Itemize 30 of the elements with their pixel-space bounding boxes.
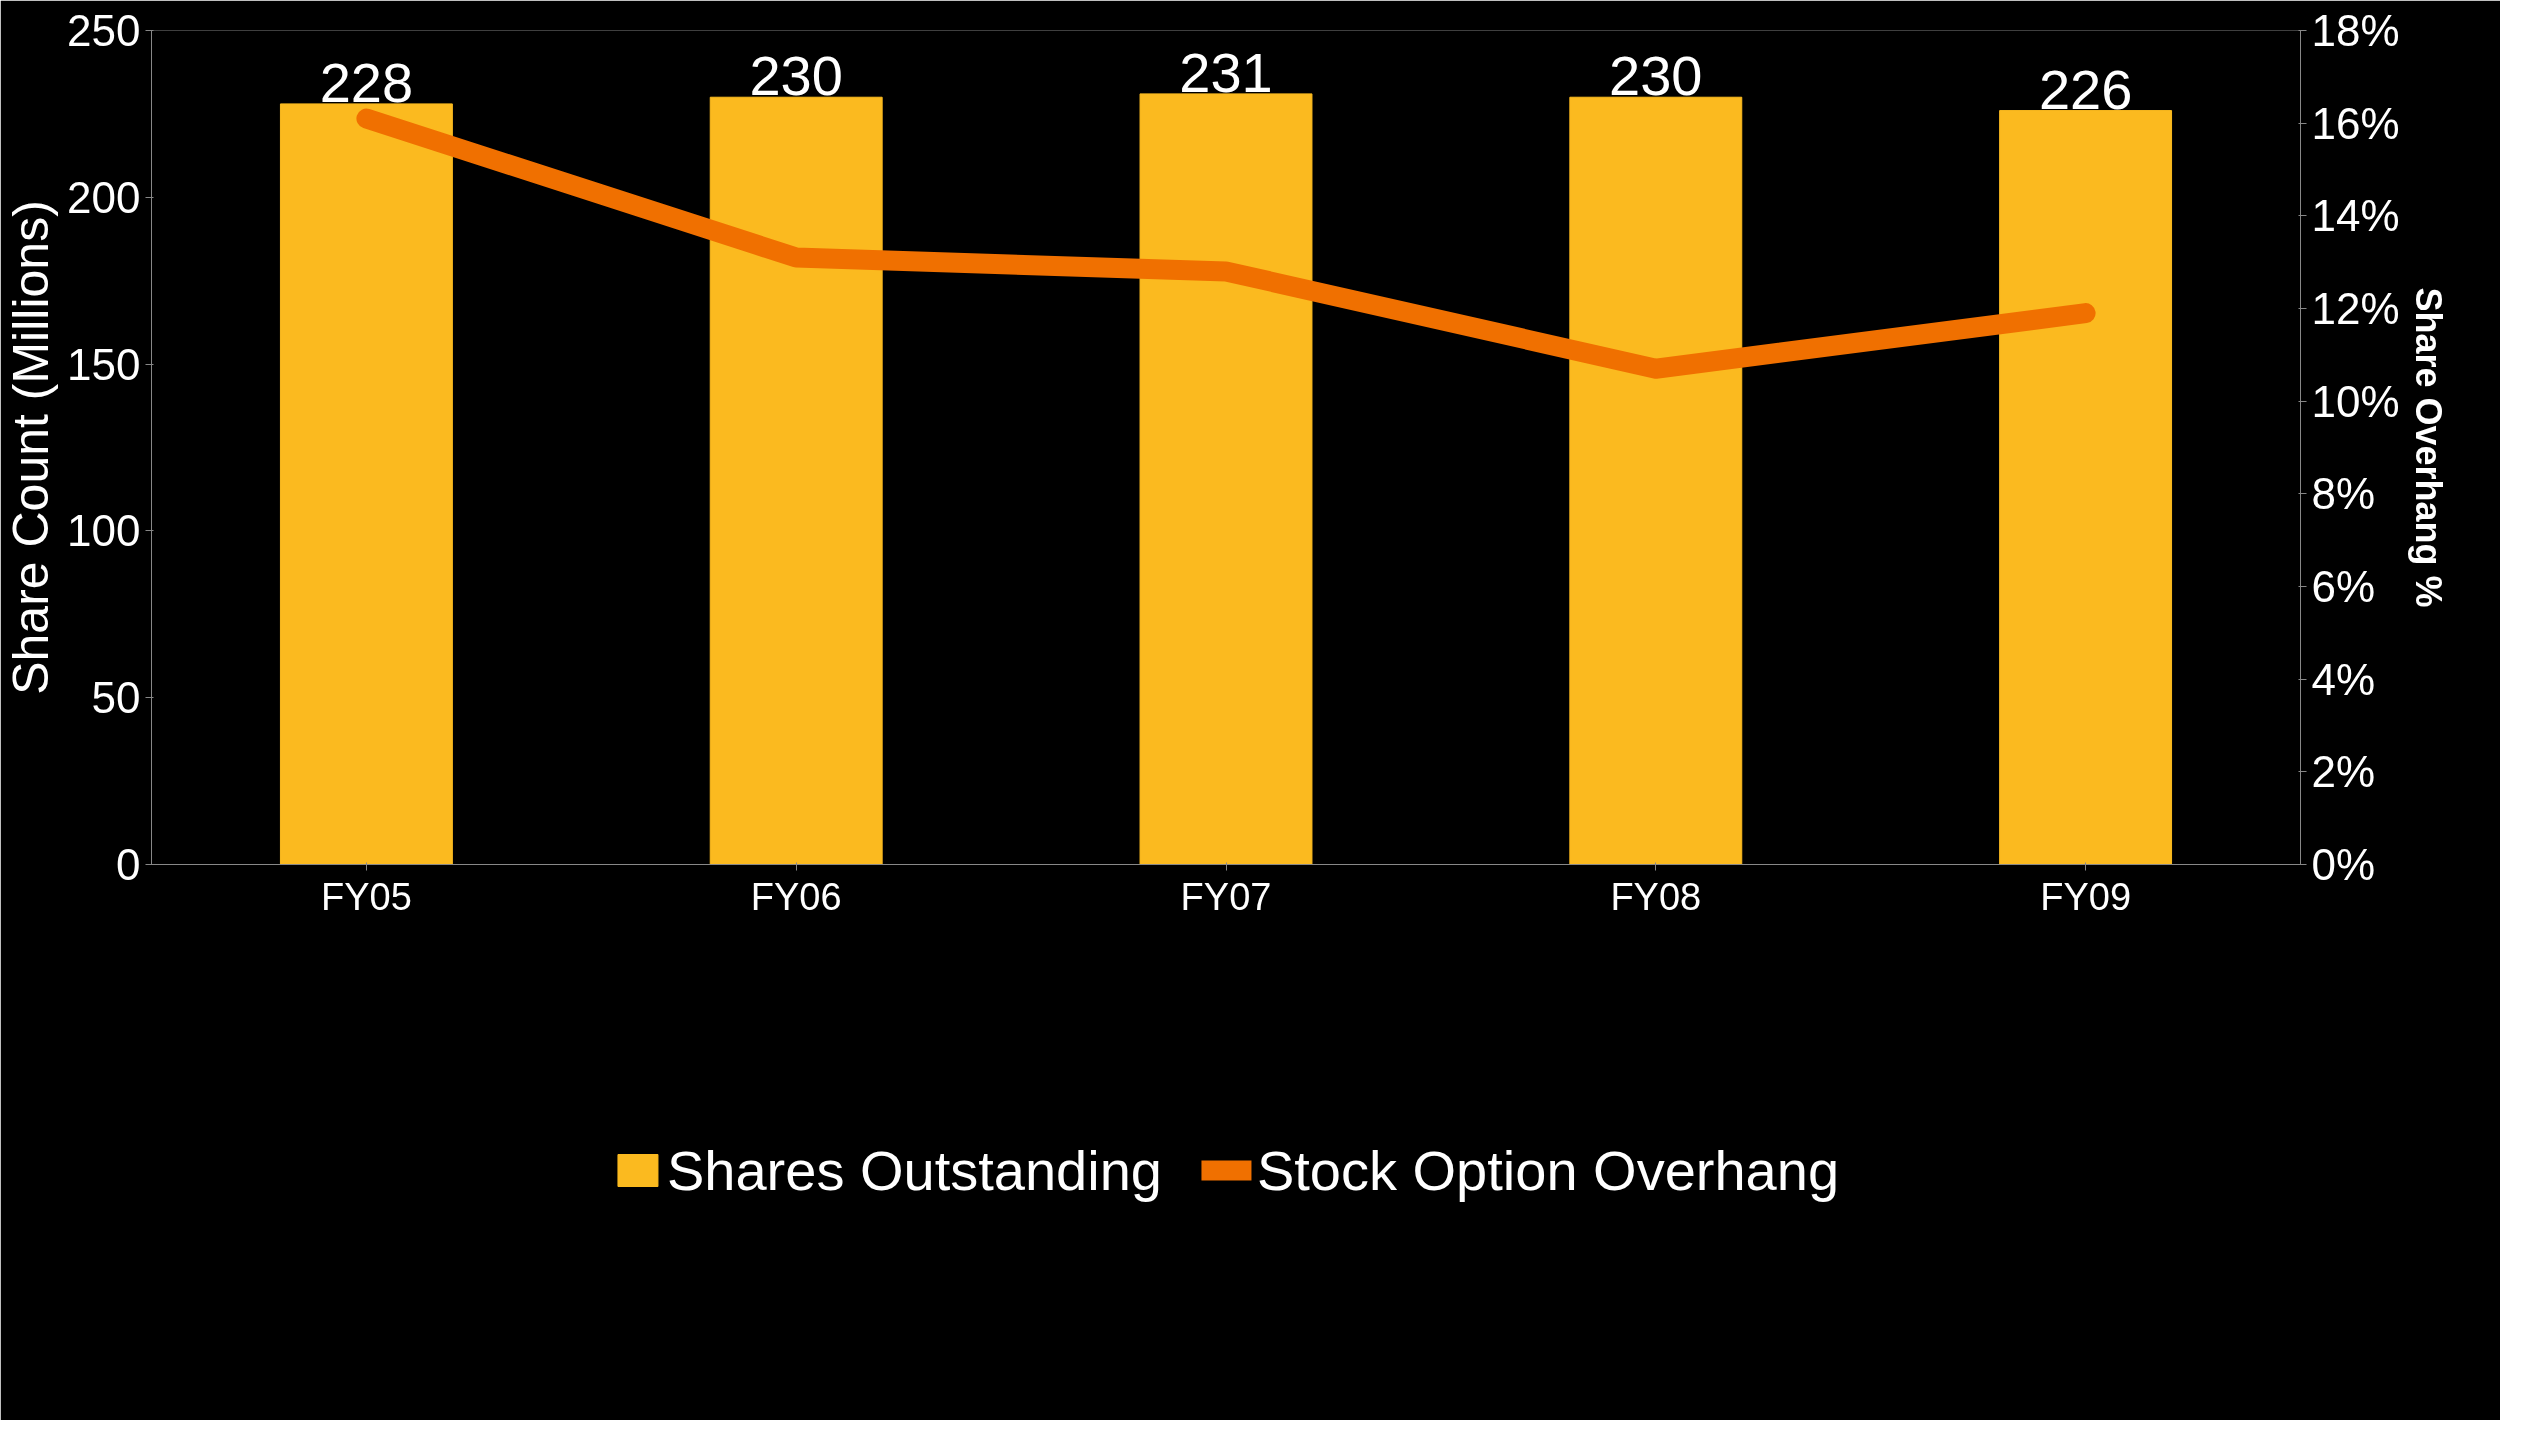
y2-tick-label: 14% bbox=[2311, 191, 2400, 241]
y2-tick-label: 4% bbox=[2311, 654, 2376, 704]
x-tick-label: FY07 bbox=[1180, 875, 1272, 918]
y2-tick-label: 16% bbox=[2311, 98, 2400, 148]
x-tick-label: FY06 bbox=[750, 875, 842, 918]
y-tick-label: 150 bbox=[67, 339, 141, 389]
y2-tick-label: 2% bbox=[2311, 747, 2376, 797]
data-label: 228 bbox=[319, 50, 414, 114]
x-tick-label: FY05 bbox=[320, 875, 412, 918]
y2-axis-title: Share Overhang % bbox=[2407, 287, 2449, 608]
legend-label: Shares Outstanding bbox=[666, 1137, 1162, 1203]
data-label: 231 bbox=[1179, 40, 1273, 104]
y-axis-title: Share Count (Millions) bbox=[3, 200, 60, 695]
y2-tick-label: 6% bbox=[2311, 562, 2376, 611]
y-tick-label: 100 bbox=[67, 506, 141, 556]
y-tick-label: 250 bbox=[67, 6, 141, 55]
y-tick-label: 0 bbox=[116, 840, 141, 889]
y2-tick-label: 12% bbox=[2311, 284, 2400, 333]
data-label: 230 bbox=[1609, 44, 1703, 108]
legend-label: Stock Option Overhang bbox=[1256, 1137, 1840, 1203]
y-tick-label: 50 bbox=[91, 673, 141, 723]
y2-tick-label: 18% bbox=[2311, 6, 2400, 55]
data-label: 230 bbox=[749, 44, 843, 108]
data-label: 226 bbox=[2038, 57, 2133, 121]
y2-tick-label: 10% bbox=[2311, 376, 2400, 426]
y2-tick-label: 8% bbox=[2311, 469, 2376, 519]
y-tick-label: 200 bbox=[67, 172, 141, 222]
y2-tick-label: 0% bbox=[2311, 840, 2376, 889]
x-tick-label: FY08 bbox=[1610, 875, 1702, 918]
x-tick-label: FY09 bbox=[2040, 875, 2132, 918]
